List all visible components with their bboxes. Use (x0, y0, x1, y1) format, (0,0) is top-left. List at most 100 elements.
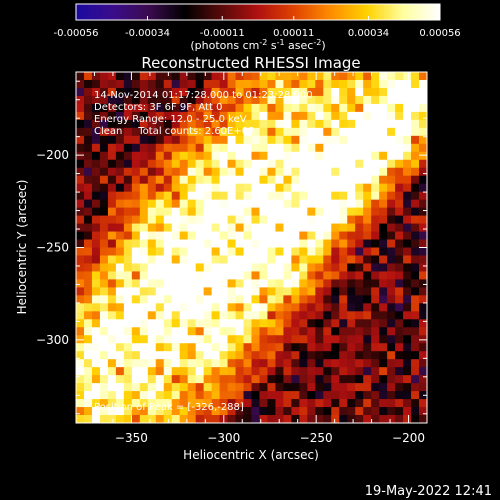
heatmap-pixel (155, 391, 165, 400)
heatmap-pixel (419, 199, 427, 209)
heatmap-pixel (419, 303, 427, 312)
heatmap-pixel (363, 367, 372, 376)
heatmap-pixel (363, 167, 372, 177)
heatmap-pixel (315, 311, 324, 320)
heatmap-pixel (259, 183, 269, 193)
heatmap-pixel (259, 295, 269, 304)
heatmap-pixel (203, 391, 213, 400)
heatmap-pixel (363, 311, 372, 320)
heatmap-pixel (123, 191, 133, 201)
heatmap-pixel (83, 135, 93, 145)
heatmap-pixel (283, 191, 292, 201)
heatmap-pixel (171, 391, 181, 400)
heatmap-pixel (227, 175, 237, 185)
heatmap-pixel (355, 87, 364, 97)
heatmap-pixel (227, 143, 237, 153)
heatmap-pixel (227, 303, 237, 312)
heatmap-pixel (395, 151, 404, 161)
heatmap-pixel (171, 119, 181, 129)
heatmap-pixel (259, 111, 269, 121)
heatmap-pixel (171, 199, 181, 209)
heatmap-pixel (259, 207, 269, 217)
heatmap-pixel (203, 103, 213, 113)
heatmap-pixel (195, 143, 205, 153)
heatmap-pixel (331, 175, 340, 185)
heatmap-pixel (251, 391, 261, 400)
heatmap-pixel (123, 391, 133, 400)
heatmap-pixel (379, 191, 388, 201)
heatmap-pixel (411, 367, 420, 376)
colorbar-gradient (75, 3, 441, 21)
heatmap-pixel (187, 207, 197, 217)
heatmap-pixel (419, 327, 427, 336)
heatmap-pixel (155, 375, 165, 384)
heatmap-pixel (139, 167, 149, 177)
heatmap-pixel (235, 319, 245, 328)
heatmap-pixel (395, 359, 404, 368)
heatmap-pixel (195, 303, 205, 312)
heatmap-pixel (307, 335, 316, 344)
heatmap-pixel (331, 415, 340, 423)
heatmap-pixel (91, 407, 101, 416)
heatmap-pixel (355, 239, 364, 249)
heatmap-pixel (91, 143, 101, 153)
heatmap-pixel (283, 111, 292, 121)
heatmap-pixel (76, 159, 85, 169)
heatmap-pixel (387, 103, 396, 113)
timestamp: 19-May-2022 12:41 (365, 484, 492, 499)
heatmap-pixel (115, 143, 125, 153)
heatmap-pixel (243, 391, 253, 400)
heatmap-pixel (203, 159, 213, 169)
heatmap-pixel (76, 271, 85, 281)
heatmap-pixel (187, 111, 197, 121)
heatmap-pixel (403, 263, 412, 273)
heatmap-pixel (131, 319, 141, 328)
heatmap-pixel (91, 343, 101, 352)
heatmap-pixel (267, 247, 277, 257)
heatmap-pixel (211, 287, 221, 296)
heatmap-pixel (419, 383, 427, 392)
heatmap-pixel (235, 199, 245, 209)
heatmap-pixel (291, 335, 300, 344)
heatmap-pixel (163, 375, 173, 384)
heatmap-pixel (267, 143, 277, 153)
heatmap-pixel (251, 343, 261, 352)
heatmap-pixel (379, 335, 388, 344)
heatmap-pixel (99, 87, 109, 97)
heatmap-pixel (227, 255, 237, 265)
heatmap-pixel (99, 391, 109, 400)
heatmap-pixel (331, 359, 340, 368)
heatmap-pixel (155, 127, 165, 137)
heatmap-pixel (283, 103, 292, 113)
heatmap-pixel (259, 415, 269, 423)
heatmap-pixel (99, 127, 109, 137)
heatmap-pixel (315, 72, 324, 81)
heatmap-pixel (395, 79, 404, 89)
heatmap-pixel (131, 359, 141, 368)
heatmap-pixel (379, 119, 388, 129)
heatmap-pixel (363, 191, 372, 201)
heatmap-pixel (139, 79, 149, 89)
heatmap-pixel (147, 335, 157, 344)
heatmap-pixel (363, 255, 372, 265)
heatmap-pixel (91, 415, 101, 423)
heatmap-pixel (307, 223, 316, 233)
heatmap-pixel (411, 415, 420, 423)
heatmap-pixel (259, 287, 269, 296)
heatmap-pixel (251, 415, 261, 423)
heatmap-pixel (107, 263, 117, 273)
heatmap-pixel (387, 335, 396, 344)
heatmap-pixel (131, 151, 141, 161)
heatmap-pixel (291, 159, 300, 169)
plot-area (76, 72, 427, 423)
heatmap-pixel (339, 399, 348, 408)
heatmap-pixel (347, 215, 356, 225)
heatmap-pixel (267, 255, 277, 265)
heatmap-pixel (163, 327, 173, 336)
heatmap-pixel (371, 335, 380, 344)
heatmap-pixel (171, 223, 181, 233)
heatmap-pixel (219, 247, 229, 257)
heatmap-pixel (419, 231, 427, 241)
heatmap-pixel (219, 319, 229, 328)
